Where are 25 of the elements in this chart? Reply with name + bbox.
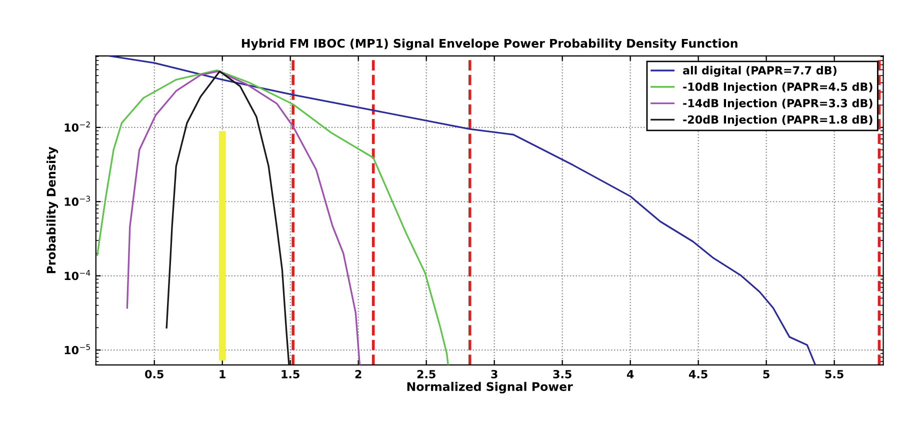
x-tick-label: 4.5 — [688, 370, 708, 378]
chart-title: Hybrid FM IBOC (MP1) Signal Envelope Power Probability Density Function — [242, 38, 738, 50]
legend-label: -10dB Injection (PAPR=4.5 dB) — [683, 82, 872, 94]
x-tick-label: 1.5 — [282, 370, 300, 378]
y-tick-label: 10$^{−3}$ — [64, 196, 90, 206]
x-tick-label: 5 — [763, 370, 770, 378]
x-tick-label: 0.5 — [145, 370, 164, 378]
legend-label: -20dB Injection (PAPR=1.8 dB) — [683, 115, 872, 126]
legend-label: -14dB Injection (PAPR=3.3 dB) — [683, 98, 872, 110]
y-tick-label: 10$^{−5}$ — [64, 344, 90, 354]
x-tick-label: 2 — [355, 370, 362, 378]
x-tick-label: 2.5 — [417, 370, 436, 378]
x-tick-label: 3 — [491, 370, 498, 378]
x-tick-label: 1 — [220, 370, 226, 378]
legend-label: all digital (PAPR=7.7 dB) — [683, 66, 836, 77]
x-tick-label: 5.5 — [825, 370, 844, 378]
line-series — [96, 69, 449, 365]
y-axis-title: Probability Density — [46, 146, 58, 274]
line-series — [126, 70, 361, 365]
y-tick-label: 10$^{−2}$ — [64, 122, 90, 132]
x-tick-label: 4 — [626, 370, 634, 378]
x-axis-title: Normalized Signal Power — [407, 382, 573, 394]
x-tick-label: 3.5 — [553, 370, 572, 378]
line-series — [166, 70, 290, 365]
y-tick-label: 10$^{−4}$ — [64, 270, 90, 280]
